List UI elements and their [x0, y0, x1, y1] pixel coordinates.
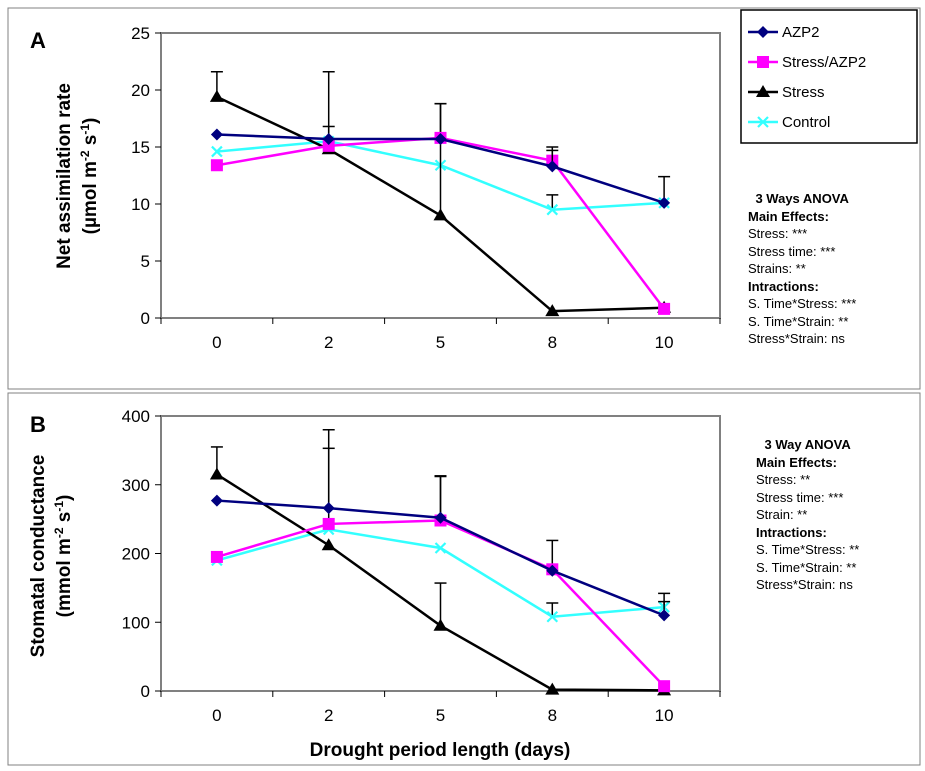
- anova-title-b: 3 Way ANOVA: [764, 437, 851, 452]
- data-point-a-0-2: [434, 133, 447, 146]
- legend-swatch-marker-1: [757, 56, 769, 68]
- data-point-b-1-1: [322, 517, 335, 530]
- anova-main-a-1: Stress: ***: [748, 226, 808, 241]
- data-point-b-3-3: [546, 610, 559, 623]
- panel-letter-a: A: [30, 28, 46, 53]
- data-point-a-0-0: [210, 128, 223, 141]
- x-tick-label-b-1: 2: [324, 706, 333, 725]
- data-point-b-2-3: [545, 682, 560, 695]
- anova-main-a-3: Strains: **: [748, 261, 806, 276]
- anova-main-header-a: Main Effects:: [748, 208, 829, 224]
- legend-label-2: Stress: [782, 84, 825, 101]
- data-point-b-0-3: [546, 564, 559, 577]
- data-point-a-2-0: [209, 89, 224, 102]
- anova-int-a-1: S. Time*Stress: ***: [748, 296, 857, 311]
- y-tick-label-b-3: 300: [122, 476, 150, 495]
- anova-main-b-2: Stress time: ***: [756, 489, 844, 505]
- y-tick-label-a-4: 20: [131, 81, 150, 100]
- y-axis-unit-b: (mmol m-2 s-1): [52, 495, 75, 618]
- data-point-a-0-1: [322, 133, 335, 146]
- anova-int-b-3: Stress*Strain: ns: [756, 577, 853, 592]
- legend-label-3: Control: [782, 114, 830, 131]
- data-point-b-0-2: [434, 511, 447, 524]
- y-tick-label-b-1: 100: [122, 613, 150, 632]
- legend-label-1: Stress/AZP2: [782, 54, 866, 71]
- y-tick-label-b-0: 0: [141, 682, 150, 701]
- data-point-a-0-3: [546, 160, 559, 173]
- anova-int-header-b: Intractions:: [756, 524, 827, 540]
- y-tick-label-b-4: 400: [122, 407, 150, 426]
- data-point-b-0-1: [322, 502, 335, 515]
- data-point-a-3-0: [211, 145, 223, 158]
- data-point-b-1-0: [210, 550, 223, 563]
- legend-label-0: AZP2: [782, 24, 820, 41]
- y-tick-label-a-0: 0: [141, 309, 150, 328]
- anova-int-b-1: S. Time*Stress: **: [756, 542, 860, 557]
- series-b-stress-azp2: [210, 429, 671, 693]
- plot-b: 0 100 200 300 400 0 2 5 8 10: [122, 407, 721, 725]
- series-a-azp2: [210, 128, 671, 209]
- y-axis-label-a: Net assimilation rate: [54, 83, 75, 269]
- x-tick-label-a-1: 2: [324, 333, 333, 352]
- legend: AZP2 Stress/AZP2 Stress Control: [740, 9, 918, 144]
- data-point-a-2-3: [545, 304, 560, 317]
- y-axis-label-b: Stomatal conductance: [28, 455, 49, 658]
- data-point-a-1-4: [658, 302, 671, 315]
- x-tick-label-a-2: 5: [436, 333, 445, 352]
- data-point-b-0-0: [210, 494, 223, 507]
- y-tick-label-a-1: 5: [141, 252, 150, 271]
- data-point-b-2-0: [209, 467, 224, 480]
- legend-swatch-marker-3: [757, 116, 769, 128]
- data-point-b-2-2: [433, 618, 448, 631]
- x-tick-label-b-0: 0: [212, 706, 221, 725]
- data-point-b-0-4: [658, 609, 671, 622]
- data-point-a-1-0: [210, 159, 223, 172]
- anova-main-b-1: Stress: **: [756, 472, 811, 487]
- anova-box-a: 3 Ways ANOVA Main Effects: Stress: *** S…: [748, 190, 856, 348]
- x-tick-label-b-2: 5: [436, 706, 445, 725]
- anova-main-header-b: Main Effects:: [756, 454, 837, 470]
- x-tick-label-b-4: 10: [655, 706, 674, 725]
- x-tick-label-a-0: 0: [212, 333, 221, 352]
- y-axis-unit-a: (µmol m-2 s-1): [78, 118, 101, 235]
- y-tick-label-a-3: 15: [131, 138, 150, 157]
- x-axis-label: Drought period length (days): [310, 740, 571, 761]
- panel-a-frame: [7, 7, 921, 390]
- panel-letter-b: B: [30, 412, 46, 437]
- data-point-b-2-1: [321, 538, 336, 551]
- y-tick-label-b-2: 200: [122, 545, 150, 564]
- anova-title-a: 3 Ways ANOVA: [755, 191, 849, 206]
- anova-int-a-3: Stress*Strain: ns: [748, 331, 845, 346]
- legend-swatch-marker-2: [756, 85, 770, 97]
- anova-int-b-2: S. Time*Strain: **: [756, 559, 857, 575]
- anova-int-header-a: Intractions:: [748, 278, 819, 294]
- data-point-a-1-1: [322, 139, 335, 152]
- x-tick-label-a-3: 8: [548, 333, 557, 352]
- panel-b-frame: [7, 392, 921, 766]
- data-point-a-3-3: [546, 203, 559, 216]
- x-tick-label-b-3: 8: [548, 706, 557, 725]
- x-tick-label-a-4: 10: [655, 333, 674, 352]
- anova-main-b-3: Strain: **: [756, 507, 808, 522]
- y-tick-label-a-2: 10: [131, 195, 150, 214]
- data-point-b-1-4: [658, 680, 671, 693]
- data-point-a-0-4: [658, 196, 671, 209]
- data-point-a-2-2: [433, 208, 448, 221]
- series-b-azp2: [210, 447, 671, 622]
- anova-box-b: 3 Way ANOVA Main Effects: Stress: ** Str…: [756, 436, 859, 594]
- data-point-b-3-2: [434, 542, 447, 554]
- plot-area-a: [160, 32, 721, 319]
- y-tick-label-a-5: 25: [131, 24, 150, 43]
- anova-int-a-2: S. Time*Strain: **: [748, 313, 849, 329]
- anova-main-a-2: Stress time: ***: [748, 243, 836, 259]
- legend-swatch-marker-0: [757, 26, 769, 38]
